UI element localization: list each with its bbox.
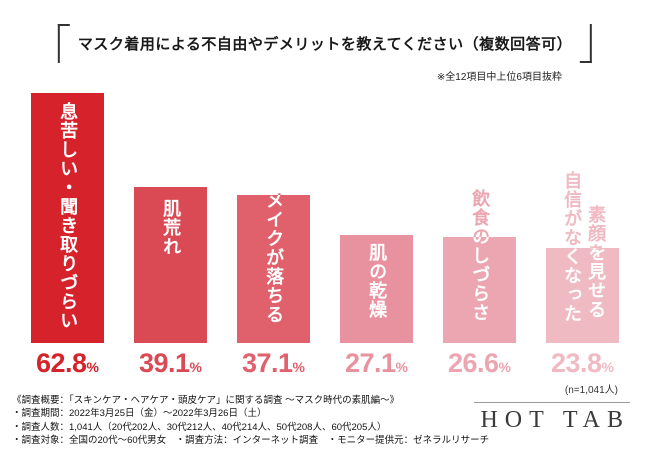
bar-label: 飲食のしづらさ: [470, 189, 491, 322]
bar-label: 自信がなくなった: [562, 171, 583, 323]
survey-detail-line: ・調査期間：2022年3月25日（金）〜2022年3月26日（土）: [12, 408, 267, 420]
bar-plot-area: 肌の乾燥: [340, 93, 413, 343]
bar-value-number: 37.1: [241, 348, 293, 378]
bar-chart: 息苦しい・聞き取りづらい 62.8% 肌荒れ 39.1% メイクが落ちるメイクが落ちる 3…: [15, 93, 635, 405]
bar-plot-area: 飲食のしづらさ飲食のしづらさ: [443, 93, 516, 343]
bar-value-unit: %: [395, 359, 408, 375]
sample-size-label: (n=1,041人): [564, 385, 618, 396]
bracket-left-decoration: [57, 24, 70, 63]
survey-detail-line: ・調査対象：全国の20代〜60代男女 ・調査方法：インターネット調査 ・モニター…: [12, 434, 490, 446]
bar-plot-area: 素顔を見せる素顔を見せる自信がなくなった自信がなくなった: [546, 93, 619, 343]
bar-value-number: 62.8: [35, 348, 87, 378]
bar-value-unit: %: [86, 359, 99, 375]
bar: [443, 237, 516, 343]
bar-label: 肌の乾燥: [367, 243, 388, 319]
bar-column: メイクが落ちるメイクが落ちる 37.1%: [237, 93, 310, 405]
title-frame: マスク着用による不自由やデメリットを教えてください（複数回答可）: [57, 24, 593, 63]
bar-label: メイクが落ちる: [264, 191, 285, 324]
bar: [546, 248, 619, 343]
bar-plot-area: 息苦しい・聞き取りづらい: [31, 93, 104, 343]
bar-column: 素顔を見せる素顔を見せる自信がなくなった自信がなくなった 23.8%: [546, 93, 619, 405]
bar-value-number: 39.1: [138, 348, 190, 378]
bar-column: 飲食のしづらさ飲食のしづらさ 26.6%: [443, 93, 516, 405]
bar: [134, 187, 207, 343]
bar-value-number: 26.6: [447, 348, 499, 378]
bar-column: 肌荒れ 39.1%: [134, 93, 207, 405]
bar-value-unit: %: [292, 359, 305, 375]
hottab-logo: HOT TAB: [474, 402, 630, 434]
bar-plot-area: メイクが落ちるメイクが落ちる: [237, 93, 310, 343]
bar-value-number: 27.1: [344, 348, 396, 378]
bar: [31, 93, 104, 343]
bar-column: 息苦しい・聞き取りづらい 62.8%: [31, 93, 104, 405]
bar-value: 26.6%: [443, 348, 516, 379]
bar-plot-area: 肌荒れ: [134, 93, 207, 343]
bar-column: 肌の乾燥 27.1%: [340, 93, 413, 405]
bar-value: 39.1%: [134, 348, 207, 379]
bar-value: 23.8%: [546, 348, 619, 379]
survey-details: 《調査概要：「スキンケア・ヘアケア・頭皮ケア」に関する調査 〜マスク時代の素肌編…: [12, 394, 489, 447]
bar: [237, 195, 310, 343]
bar-value-unit: %: [601, 359, 614, 375]
bar-label: 息苦しい・聞き取りづらい: [58, 102, 79, 330]
bar-value: 62.8%: [31, 348, 104, 379]
bar-value: 37.1%: [237, 348, 310, 379]
bar-value-unit: %: [189, 359, 202, 375]
bar-value: 27.1%: [340, 348, 413, 379]
bracket-right-decoration: [580, 24, 593, 63]
bar-value-number: 23.8: [550, 348, 602, 378]
bar-value-unit: %: [498, 359, 511, 375]
bar: [340, 235, 413, 343]
survey-detail-line: 《調査概要：「スキンケア・ヘアケア・頭皮ケア」に関する調査 〜マスク時代の素肌編…: [12, 395, 400, 406]
bar-label: 肌荒れ: [161, 199, 182, 256]
chart-note: ※全12項目中上位6項目抜粋: [436, 72, 562, 83]
page-title: マスク着用による不自由やデメリットを教えてください（複数回答可）: [77, 36, 573, 53]
survey-detail-line: ・調査人数：1,041人（20代202人、30代212人、40代214人、50代…: [12, 421, 387, 433]
bar-label: 素顔を見せる: [586, 205, 607, 319]
